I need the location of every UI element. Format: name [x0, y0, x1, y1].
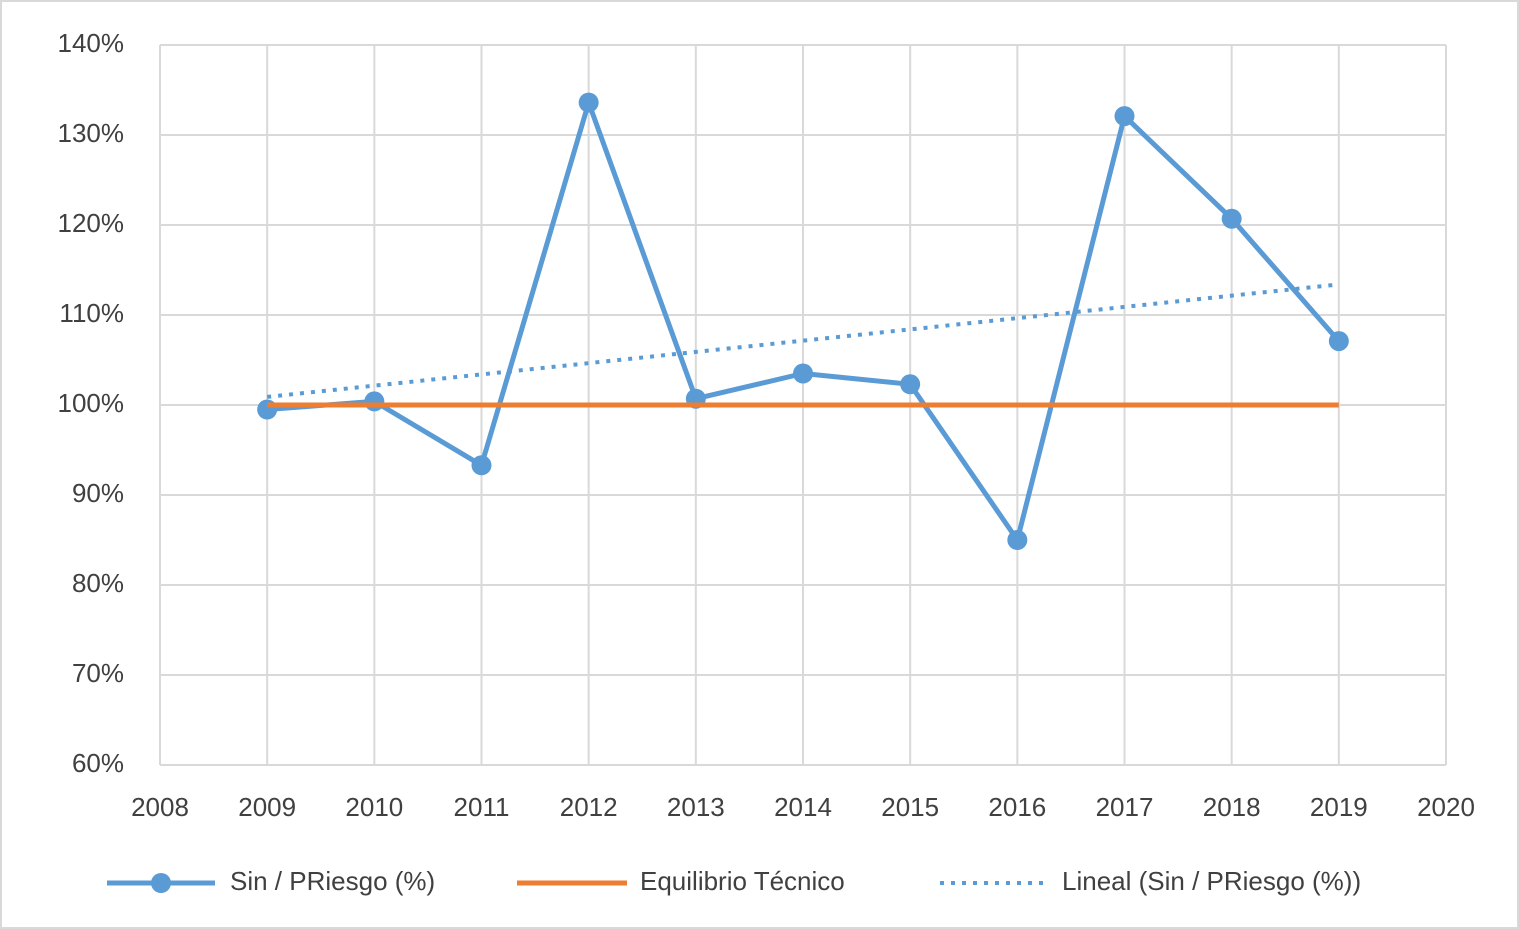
x-tick-label: 2008	[131, 792, 189, 822]
x-tick-label: 2014	[774, 792, 832, 822]
x-tick-label: 2011	[454, 792, 510, 822]
point-marker	[1221, 208, 1242, 229]
point-marker	[1007, 530, 1028, 550]
series-line	[266, 282, 1340, 399]
point-marker	[471, 455, 492, 476]
legend-marker	[151, 873, 171, 893]
x-tick-label: 2016	[988, 792, 1046, 822]
x-tick-label: 2010	[345, 792, 403, 822]
x-tick-label: 2019	[1310, 792, 1368, 822]
legend-label: Lineal (Sin / PRiesgo (%))	[1062, 866, 1361, 896]
y-tick-label: 130%	[58, 118, 125, 148]
y-tick-label: 140%	[58, 28, 125, 58]
point-marker	[1114, 106, 1135, 127]
y-tick-label: 100%	[58, 388, 125, 418]
x-tick-label: 2013	[667, 792, 725, 822]
y-tick-label: 90%	[72, 478, 124, 508]
y-tick-label: 60%	[72, 748, 124, 778]
point-marker	[578, 92, 599, 113]
x-tick-label: 2015	[881, 792, 939, 822]
point-marker	[364, 391, 385, 412]
legend-label: Equilibrio Técnico	[640, 866, 845, 896]
x-tick-label: 2012	[560, 792, 618, 822]
point-marker	[1328, 331, 1349, 352]
x-tick-label: 2017	[1096, 792, 1154, 822]
legend-label: Sin / PRiesgo (%)	[230, 866, 435, 896]
y-tick-label: 120%	[58, 208, 125, 238]
point-marker	[900, 374, 921, 395]
y-tick-label: 80%	[72, 568, 124, 598]
y-tick-label: 110%	[59, 298, 124, 328]
point-marker	[793, 363, 813, 384]
y-tick-label: 70%	[72, 658, 124, 688]
x-tick-label: 2018	[1203, 792, 1261, 822]
x-tick-label: 2009	[238, 792, 296, 822]
x-tick-label: 2020	[1417, 792, 1475, 822]
